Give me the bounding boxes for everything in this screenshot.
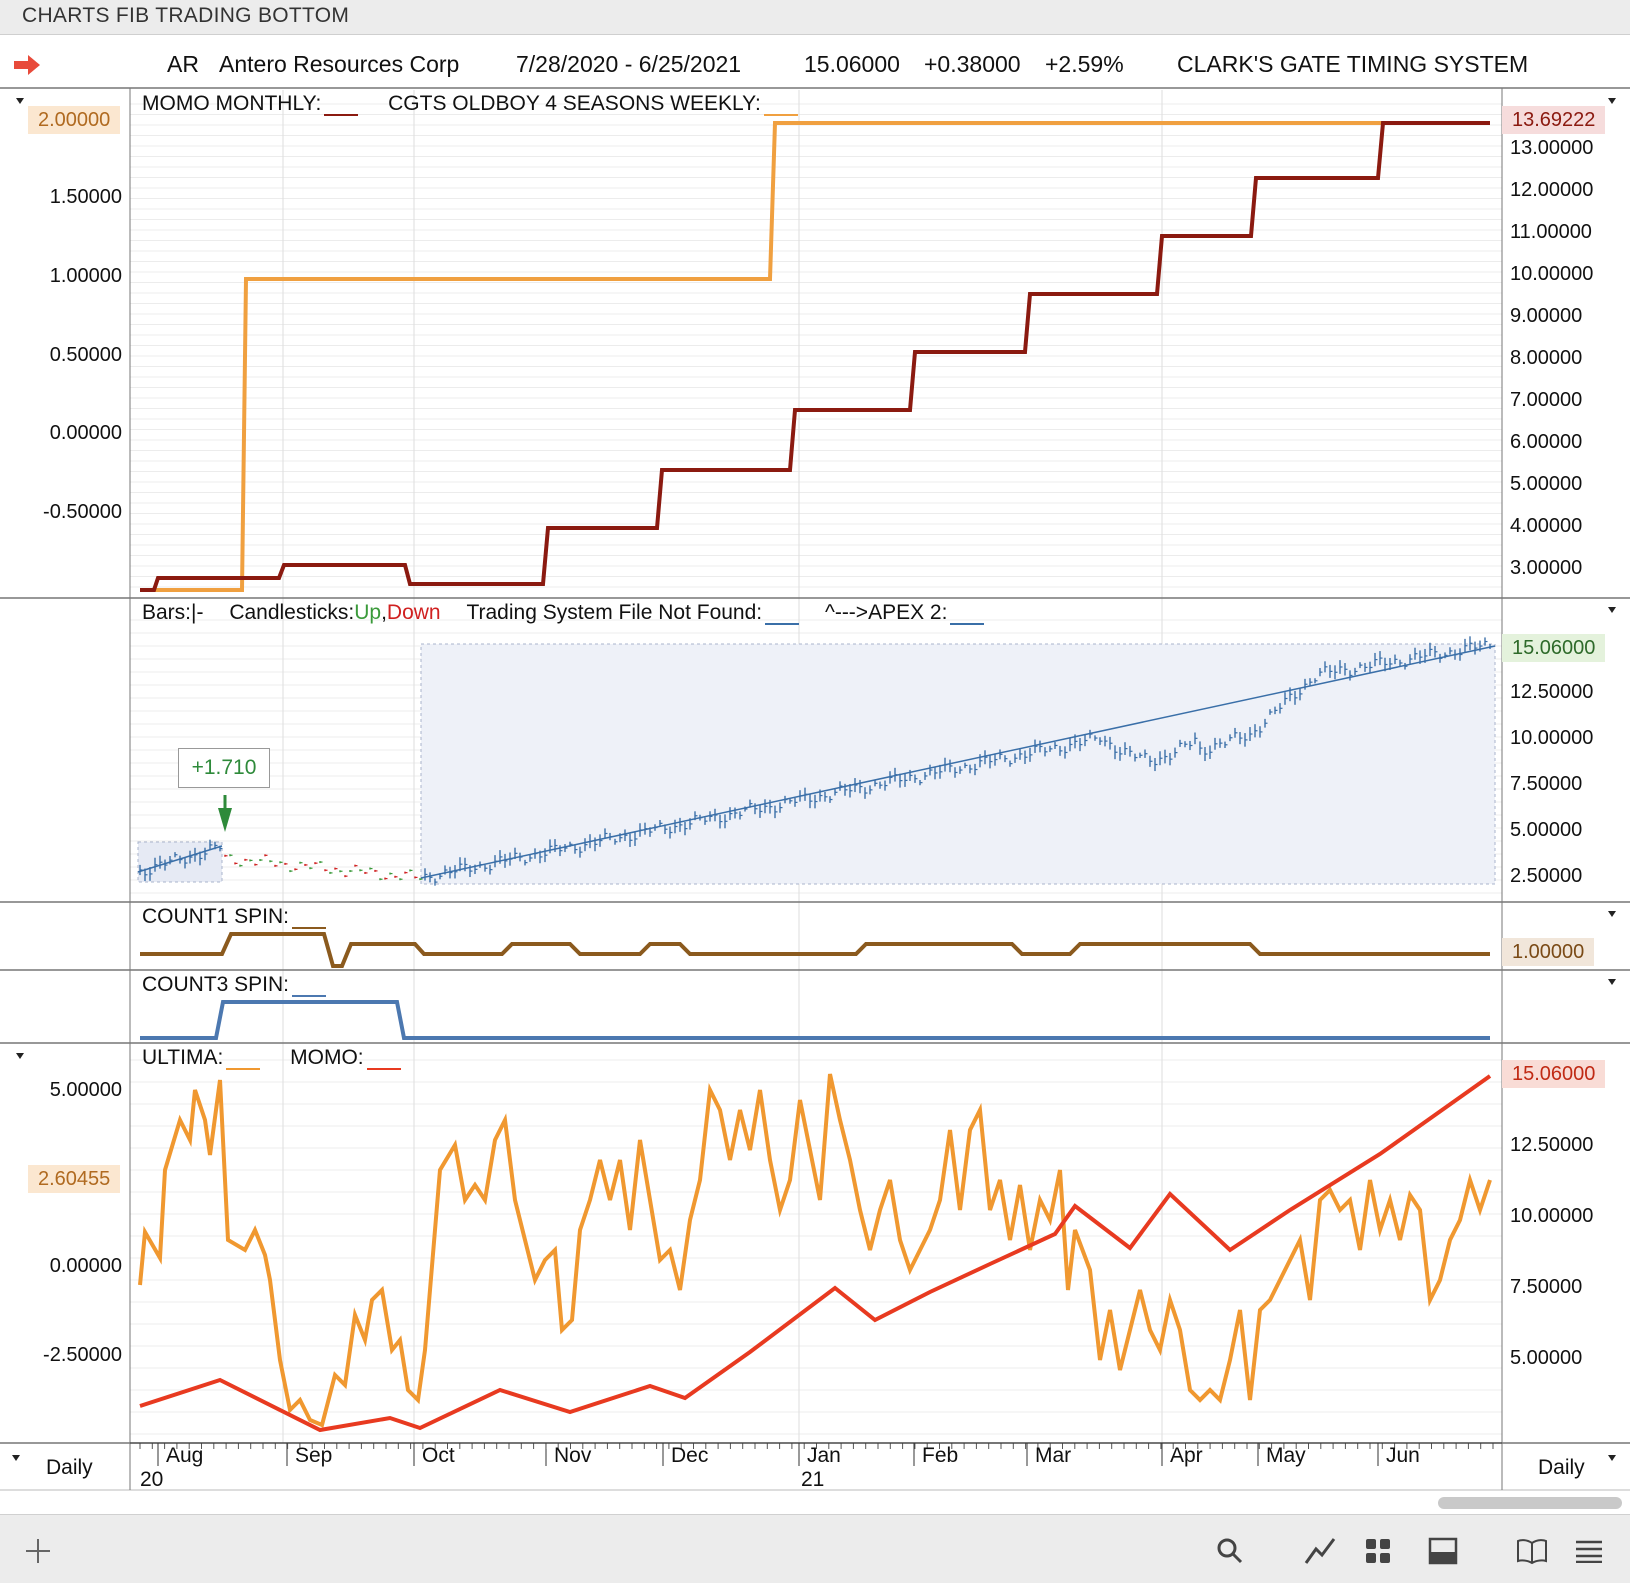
pane1-right-tick: 9.00000 xyxy=(1510,305,1583,327)
pane2-right-tick: 10.00000 xyxy=(1510,727,1594,749)
pane-menu-icon[interactable] xyxy=(1608,607,1616,613)
month-label: Sep xyxy=(295,1444,333,1467)
search-icon[interactable] xyxy=(1216,1537,1244,1565)
pane1-right-tick: 5.00000 xyxy=(1510,473,1583,495)
pane1-right-badge: 13.69222 xyxy=(1502,106,1606,134)
trend-line-1 xyxy=(137,845,223,873)
pane2-title: Bars:|- Candlesticks:Up,Down Trading Sys… xyxy=(142,601,985,625)
month-label: May xyxy=(1266,1444,1306,1467)
period-right[interactable]: Daily xyxy=(1538,1456,1585,1479)
pane5-left-tick: 5.00000 xyxy=(49,1079,122,1101)
pane-menu-icon[interactable] xyxy=(16,98,24,104)
pane2-right-tick: 2.50000 xyxy=(1510,865,1583,887)
pane-menu-icon[interactable] xyxy=(1608,98,1616,104)
pane1-right-tick: 12.00000 xyxy=(1510,179,1594,201)
pane1-right-tick: 3.00000 xyxy=(1510,557,1583,579)
pane3-title: COUNT1 SPIN: xyxy=(142,905,327,929)
chart-area[interactable] xyxy=(0,0,1630,1510)
bottom-toolbar xyxy=(0,1514,1630,1583)
arrow-right-icon[interactable] xyxy=(12,54,42,76)
count1-spin-line xyxy=(140,932,1490,968)
pane-menu-icon[interactable] xyxy=(16,1053,24,1059)
month-label: Mar xyxy=(1035,1444,1072,1467)
pane2-right-badge: 15.06000 xyxy=(1502,634,1606,662)
price-change-pct: +2.59% xyxy=(1045,51,1124,77)
cgts-oldboy-line xyxy=(140,121,1490,592)
pane4-title: COUNT3 SPIN: xyxy=(142,973,327,997)
range-box-2 xyxy=(420,643,1496,885)
pane1-left-tick: 0.00000 xyxy=(49,422,122,444)
pane1-title: MOMO MONTHLY: CGTS OLDBOY 4 SEASONS WEEK… xyxy=(142,92,798,116)
month-label: Jun xyxy=(1386,1444,1420,1467)
horizontal-scrollbar[interactable] xyxy=(1438,1497,1622,1509)
month-label: Aug xyxy=(166,1444,204,1467)
pane3-right-badge: 1.00000 xyxy=(1502,938,1595,966)
pane5-left-badge: 2.60455 xyxy=(28,1165,121,1193)
grid-icon[interactable] xyxy=(1364,1537,1392,1565)
month-label: Oct xyxy=(422,1444,455,1467)
arrow-down-icon xyxy=(218,808,232,832)
pane-menu-icon[interactable] xyxy=(1608,979,1616,985)
plus-icon[interactable] xyxy=(24,1537,52,1565)
last-price: 15.06000 xyxy=(804,51,900,77)
chart-header: AR Antero Resources Corp 7/28/2020 - 6/2… xyxy=(0,40,1630,88)
month-label: Feb xyxy=(922,1444,959,1467)
panel-icon[interactable] xyxy=(1428,1537,1458,1565)
momo-monthly-line xyxy=(140,121,1490,592)
pane1-right-tick: 13.00000 xyxy=(1510,137,1594,159)
pane2-right-tick: 7.50000 xyxy=(1510,773,1583,795)
ultima-line xyxy=(138,1073,1492,1428)
pane5-left-tick: 0.00000 xyxy=(49,1255,122,1277)
book-icon[interactable] xyxy=(1516,1537,1548,1565)
pane1-left-tick: 0.50000 xyxy=(49,344,122,366)
date-range: 7/28/2020 - 6/25/2021 xyxy=(516,51,742,77)
pane1-left-tick: 1.00000 xyxy=(49,265,122,287)
window-titlebar: CHARTS FIB TRADING BOTTOM xyxy=(0,0,1630,35)
trend-line-2 xyxy=(420,645,1496,879)
pane5-right-tick: 7.50000 xyxy=(1510,1276,1583,1298)
period-menu-icon[interactable] xyxy=(1608,1455,1616,1461)
price-change: +0.38000 xyxy=(924,51,1021,77)
pane5-right-badge: 15.06000 xyxy=(1502,1060,1606,1088)
period-menu-icon[interactable] xyxy=(12,1455,20,1461)
pane1-right-tick: 11.00000 xyxy=(1510,221,1592,243)
pane5-right-tick: 12.50000 xyxy=(1510,1134,1594,1156)
pane5-right-tick: 10.00000 xyxy=(1510,1205,1594,1227)
pane1-right-tick: 8.00000 xyxy=(1510,347,1583,369)
pane1-right-tick: 4.00000 xyxy=(1510,515,1583,537)
pane1-right-tick: 10.00000 xyxy=(1510,263,1594,285)
pane1-right-tick: 6.00000 xyxy=(1510,431,1583,453)
pane5-title: ULTIMA: MOMO: xyxy=(142,1046,401,1070)
pane5-left-tick: -2.50000 xyxy=(43,1344,122,1366)
pane1-left-badge: 2.00000 xyxy=(28,106,121,134)
gain-callout: +1.710 xyxy=(178,748,270,788)
pane1-left-tick: -0.50000 xyxy=(43,501,122,523)
pane2-right-tick: 12.50000 xyxy=(1510,681,1594,703)
year-2021-label: 21 xyxy=(801,1468,825,1491)
month-label: Dec xyxy=(671,1444,709,1467)
pane5-right-tick: 5.00000 xyxy=(1510,1347,1583,1369)
momo-line xyxy=(139,1074,1492,1433)
period-left[interactable]: Daily xyxy=(46,1456,93,1479)
window-title: CHARTS FIB TRADING BOTTOM xyxy=(22,4,350,27)
pane-menu-icon[interactable] xyxy=(1608,911,1616,917)
company-name: Antero Resources Corp xyxy=(219,51,460,77)
system-name: CLARK'S GATE TIMING SYSTEM xyxy=(1177,51,1529,77)
month-label: Jan xyxy=(807,1444,841,1467)
pane1-left-tick: 1.50000 xyxy=(49,186,122,208)
pane2-right-tick: 5.00000 xyxy=(1510,819,1583,841)
month-label: Nov xyxy=(554,1444,592,1467)
pane1-right-tick: 7.00000 xyxy=(1510,389,1583,411)
month-label: Apr xyxy=(1170,1444,1203,1467)
menu-icon[interactable] xyxy=(1574,1539,1604,1563)
count3-spin-line xyxy=(140,1000,1490,1040)
symbol: AR xyxy=(167,51,199,77)
line-chart-icon[interactable] xyxy=(1304,1535,1336,1565)
year-2020-label: 20 xyxy=(140,1468,164,1491)
